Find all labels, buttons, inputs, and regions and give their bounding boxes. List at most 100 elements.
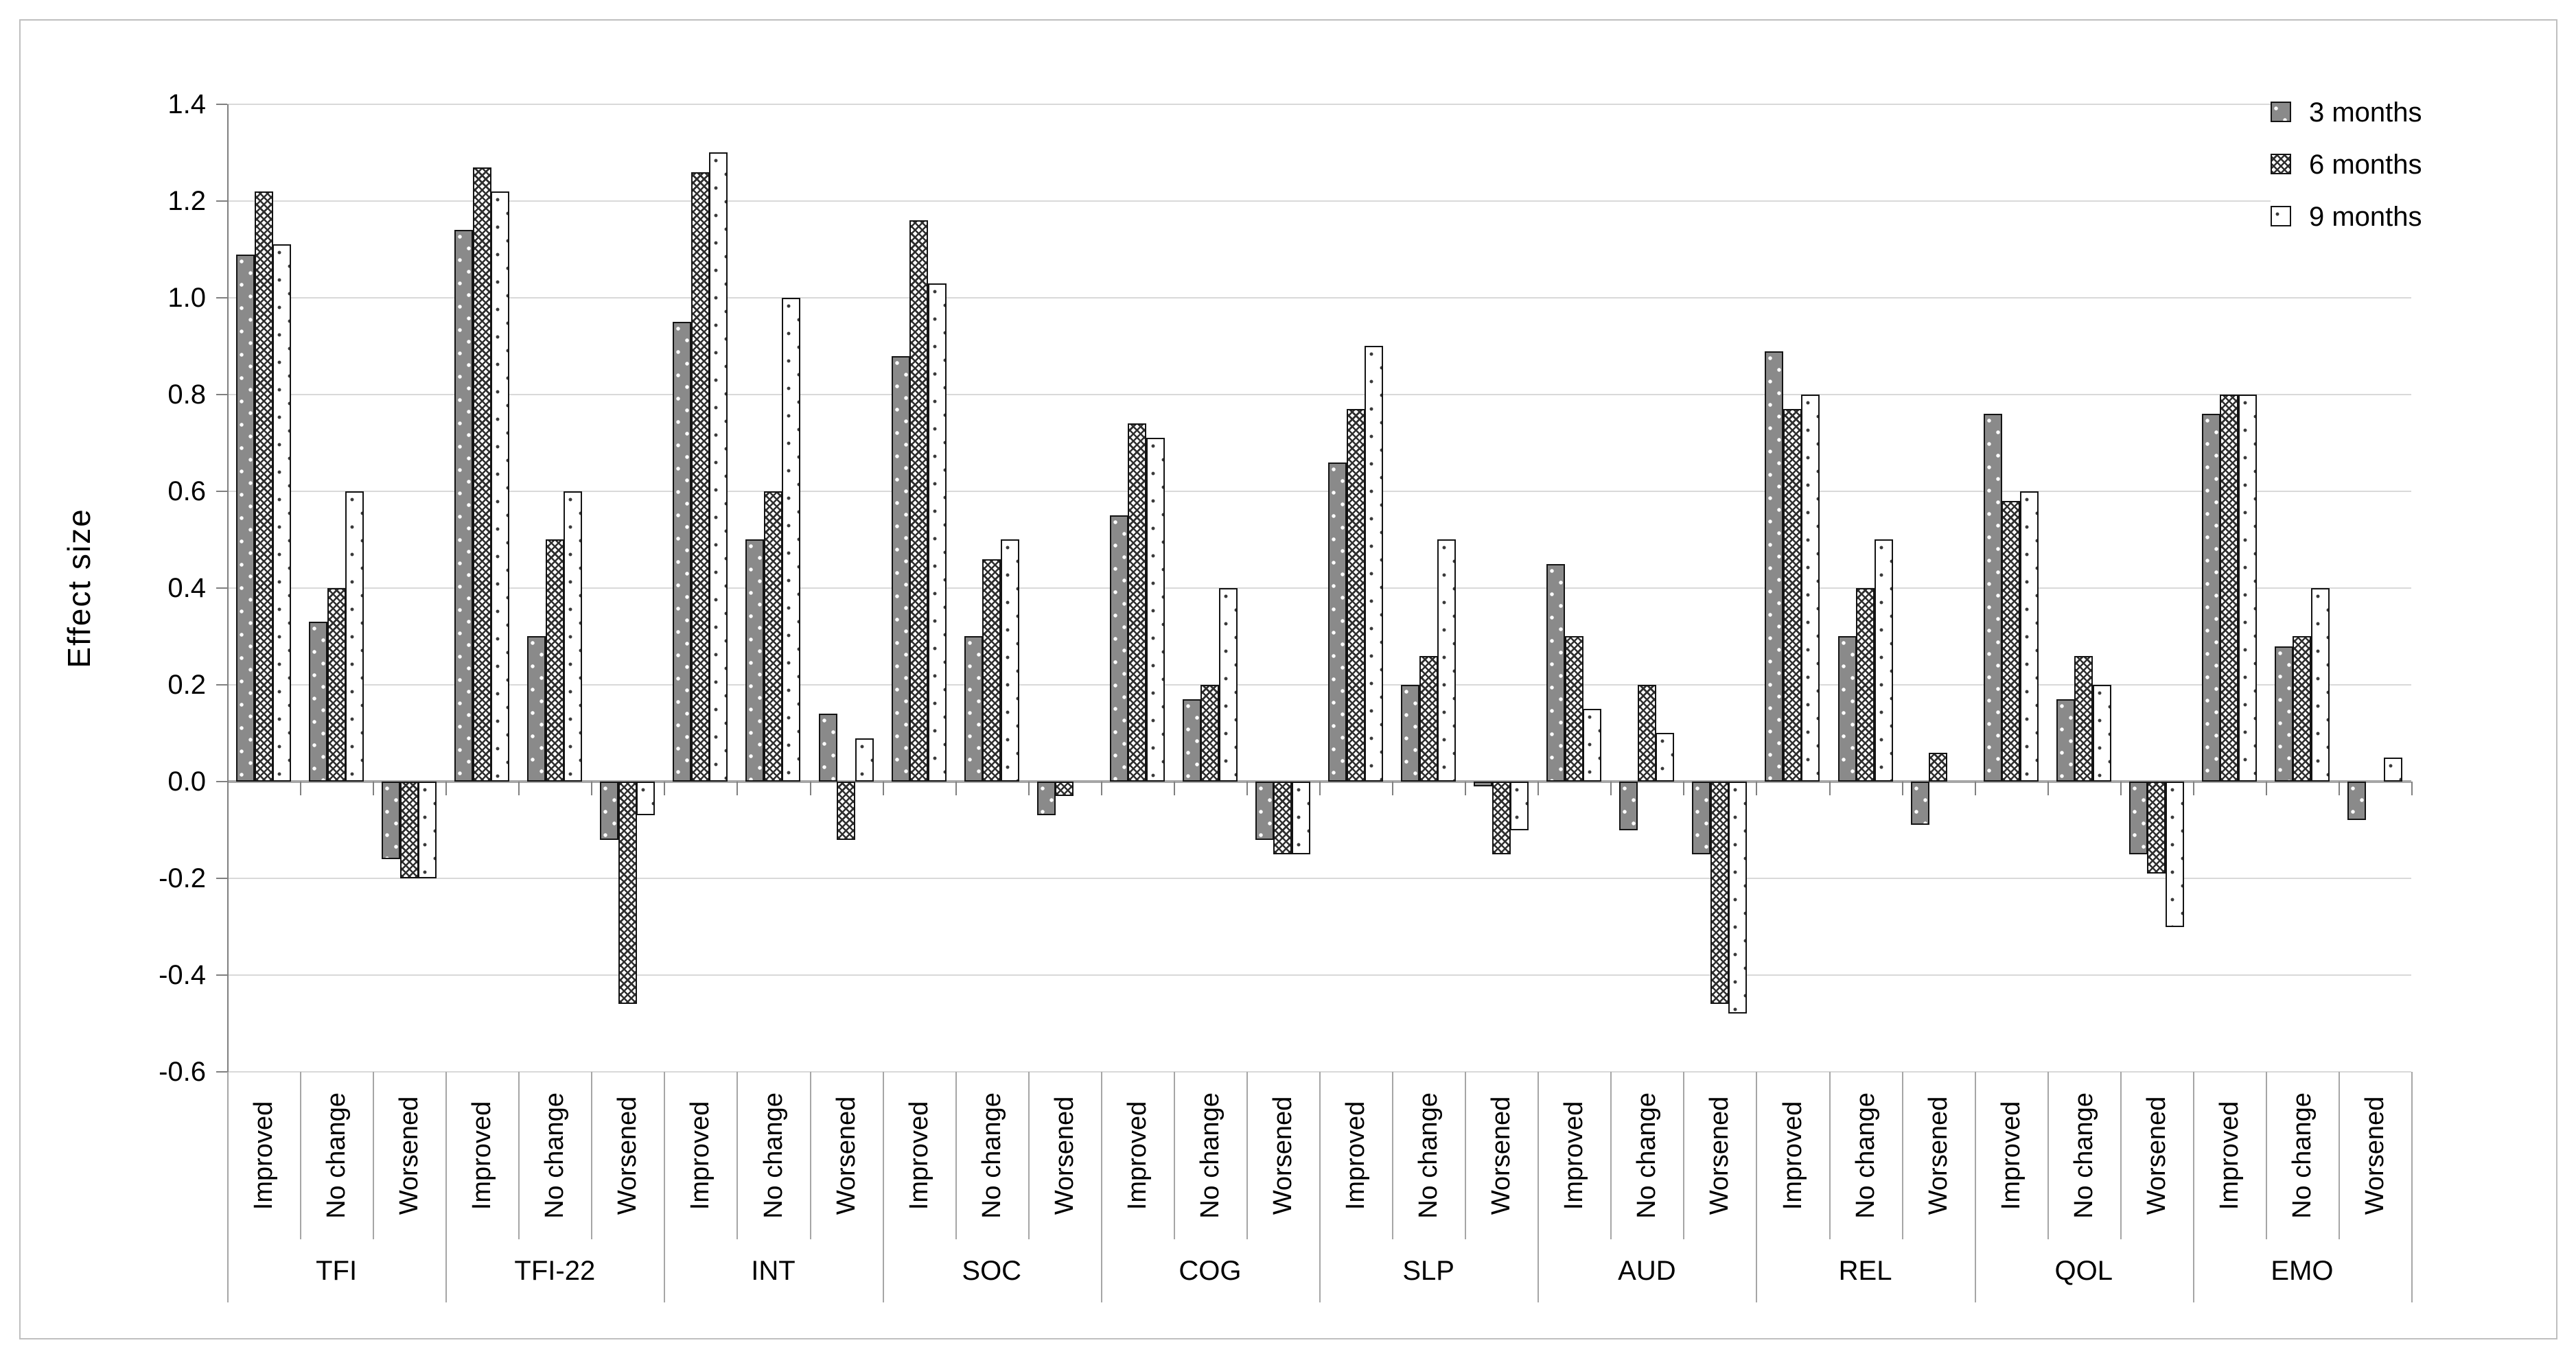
bar <box>2020 491 2039 782</box>
group-separator <box>227 1072 229 1302</box>
legend-label: 6 months <box>2309 150 2422 180</box>
y-tick-label: 0.2 <box>167 670 206 700</box>
gridline <box>227 394 2412 395</box>
bar <box>454 230 473 782</box>
subcategory-separator <box>2339 1072 2340 1239</box>
y-axis-tick <box>216 1071 227 1073</box>
bar <box>909 220 928 782</box>
x-subcategory-label: Improved <box>1341 1101 1371 1210</box>
group-separator <box>445 1072 447 1302</box>
x-group-label: TFI <box>316 1256 358 1286</box>
chart-outer-border <box>19 19 2557 1339</box>
bar <box>1037 782 1056 815</box>
bar <box>1419 656 1438 782</box>
bar <box>1146 438 1165 782</box>
y-axis-line <box>227 104 229 1072</box>
bar <box>2384 758 2402 782</box>
subcategory-separator <box>373 1072 374 1239</box>
bar <box>473 167 491 782</box>
subcategory-separator <box>300 1072 301 1239</box>
group-separator <box>1319 1072 1321 1302</box>
bar <box>1255 782 1274 840</box>
x-subcategory-label: Worsened <box>1049 1096 1079 1215</box>
x-subcategory-label: No change <box>977 1092 1006 1219</box>
x-axis-tick <box>1028 782 1030 795</box>
x-axis-tick <box>2339 782 2340 795</box>
bar <box>2347 782 2366 820</box>
subcategory-separator <box>1829 1072 1831 1239</box>
x-group-label: AUD <box>1618 1256 1676 1286</box>
x-subcategory-label: No change <box>2287 1092 2317 1219</box>
x-axis-tick <box>1683 782 1684 795</box>
bar <box>928 283 947 782</box>
x-subcategory-label: Improved <box>1122 1101 1152 1210</box>
legend-swatch-icon <box>2271 206 2291 226</box>
gridline <box>227 684 2412 686</box>
x-subcategory-label: Worsened <box>2360 1096 2390 1215</box>
subcategory-separator <box>736 1072 738 1239</box>
x-axis-tick <box>1538 782 1539 795</box>
subcategory-separator <box>955 1072 957 1239</box>
x-subcategory-label: Improved <box>2214 1101 2244 1210</box>
x-subcategory-label: No change <box>1850 1092 1880 1219</box>
bar <box>1583 709 1601 782</box>
x-axis-tick <box>2266 782 2267 795</box>
y-axis-tick <box>216 587 227 589</box>
x-subcategory-label: Improved <box>1996 1101 2026 1210</box>
bar <box>2093 685 2111 782</box>
x-subcategory-label: Improved <box>249 1101 279 1210</box>
bar <box>2074 656 2093 782</box>
y-axis-tick <box>216 491 227 492</box>
subcategory-separator <box>1246 1072 1248 1239</box>
bar <box>837 782 855 840</box>
x-axis-tick <box>1975 782 1976 795</box>
bar <box>892 356 910 782</box>
y-axis-tick <box>216 974 227 976</box>
subcategory-separator <box>1902 1072 1903 1239</box>
y-tick-label: 0.0 <box>167 766 206 797</box>
bar <box>782 298 800 782</box>
y-tick-label: 1.2 <box>167 186 206 216</box>
x-subcategory-label: Improved <box>1778 1101 1807 1210</box>
x-subcategory-label: Improved <box>1559 1101 1589 1210</box>
bar <box>618 782 637 1004</box>
legend: 3 months 6 months 9 months <box>2271 99 2504 259</box>
bar <box>2147 782 2166 874</box>
y-axis-tick <box>216 394 227 395</box>
x-axis-tick <box>445 782 447 795</box>
group-separator <box>1101 1072 1102 1302</box>
subcategory-separator <box>591 1072 592 1239</box>
y-axis-tick <box>216 781 227 782</box>
x-subcategory-label: Worsened <box>1923 1096 1953 1215</box>
subcategory-separator <box>2047 1072 2049 1239</box>
subcategory-separator <box>2266 1072 2267 1239</box>
x-subcategory-label: Worsened <box>2142 1096 2171 1215</box>
bar <box>2056 699 2075 782</box>
x-axis-tick <box>1174 782 1175 795</box>
x-group-label: INT <box>751 1256 796 1286</box>
x-axis-tick <box>2120 782 2122 795</box>
bar <box>1401 685 1419 782</box>
bar <box>1565 636 1583 782</box>
group-separator <box>664 1072 665 1302</box>
bar <box>1856 588 1875 782</box>
y-tick-label: 0.8 <box>167 379 206 410</box>
bar <box>1219 588 1238 782</box>
bar <box>764 491 782 782</box>
x-subcategory-label: Worsened <box>613 1096 642 1215</box>
x-subcategory-label: Improved <box>686 1101 715 1210</box>
bar <box>400 782 419 878</box>
bar <box>1911 782 1929 825</box>
legend-swatch-icon <box>2271 102 2291 122</box>
y-axis-title: Effect size <box>61 508 97 668</box>
bar <box>1546 564 1565 782</box>
bar <box>546 539 564 782</box>
bar <box>2001 501 2020 782</box>
subcategory-separator <box>1610 1072 1612 1239</box>
gridline <box>227 587 2412 589</box>
x-axis-tick <box>1392 782 1393 795</box>
subcategory-separator <box>1028 1072 1030 1239</box>
bar <box>1984 414 2002 782</box>
x-axis-tick <box>1246 782 1248 795</box>
x-axis-tick <box>518 782 520 795</box>
